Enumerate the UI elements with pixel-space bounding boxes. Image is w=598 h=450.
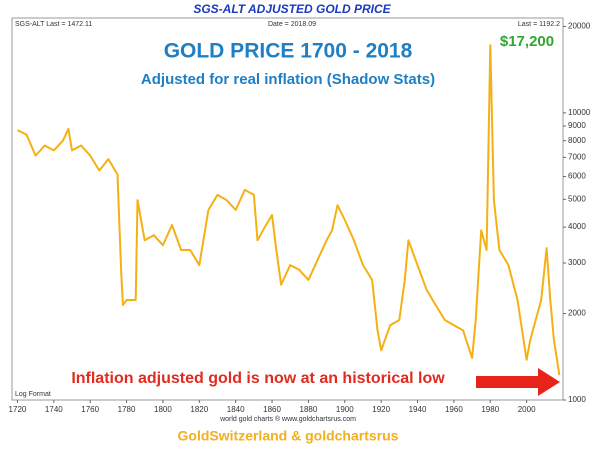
x-tick-label: 1820: [190, 405, 208, 414]
y-tick-label: 2000: [568, 309, 586, 318]
scale-note: Log Format: [15, 391, 51, 398]
x-tick-label: 1940: [409, 405, 427, 414]
y-tick-label: 9000: [568, 121, 586, 130]
y-tick-label: 10000: [568, 108, 591, 117]
x-tick-label: 1900: [336, 405, 354, 414]
arrow: [476, 368, 560, 396]
plot-frame: [11, 17, 564, 401]
x-tick-label: 1760: [81, 405, 99, 414]
header-center: Date = 2018.09: [268, 21, 316, 28]
x-tick-label: 1920: [372, 405, 390, 414]
y-tick-label: 5000: [568, 194, 586, 203]
x-tick-label: 1840: [227, 405, 245, 414]
price-line: [17, 44, 561, 376]
x-tick-label: 1980: [481, 405, 499, 414]
y-tick-label: 8000: [568, 136, 586, 145]
x-tick-label: 1880: [300, 405, 318, 414]
y-tick-label: 20000: [568, 22, 591, 31]
y-tick-label: 7000: [568, 152, 586, 161]
y-tick-label: 4000: [568, 222, 586, 231]
y-tick-label: 6000: [568, 172, 586, 181]
chart-title: SGS-ALT ADJUSTED GOLD PRICE: [193, 2, 391, 16]
callout: Inflation adjusted gold is now at an his…: [71, 370, 445, 387]
header-left: SGS-ALT Last = 1472.11: [15, 21, 92, 28]
subtitle: Adjusted for real inflation (Shadow Stat…: [141, 71, 435, 88]
y-tick-label: 1000: [568, 395, 586, 404]
peak-annotation: $17,200: [500, 33, 554, 50]
x-tick-label: 1860: [263, 405, 281, 414]
y-tick-label: 3000: [568, 258, 586, 267]
headline: GOLD PRICE 1700 - 2018: [164, 40, 413, 63]
x-tick-label: 2000: [518, 405, 536, 414]
source: world gold charts ® www.goldchartsrus.co…: [219, 415, 356, 423]
header-right: Last = 1192.2: [518, 21, 560, 28]
x-tick-label: 1740: [45, 405, 63, 414]
x-tick-label: 1720: [9, 405, 27, 414]
x-tick-label: 1800: [154, 405, 172, 414]
footer: GoldSwitzerland & goldchartsrus: [178, 428, 399, 444]
x-tick-label: 1780: [118, 405, 136, 414]
x-tick-label: 1960: [445, 405, 463, 414]
